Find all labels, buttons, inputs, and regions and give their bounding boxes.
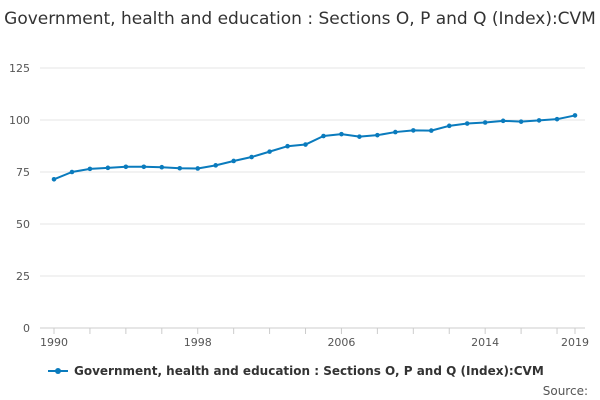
data-point[interactable] [446, 123, 452, 129]
y-axis: 0 25 50 75 100 125 [9, 62, 30, 335]
data-point[interactable] [213, 163, 218, 168]
x-tick-label: 2006 [327, 336, 355, 349]
data-point[interactable] [339, 131, 344, 137]
y-tick-label: 75 [16, 166, 30, 179]
data-point[interactable] [375, 132, 380, 138]
data-point[interactable] [285, 143, 290, 149]
data-point[interactable] [357, 134, 362, 139]
data-point[interactable] [195, 166, 201, 171]
data-point[interactable] [482, 120, 488, 125]
data-point[interactable] [428, 128, 434, 133]
data-point[interactable] [159, 164, 165, 170]
data-point[interactable] [464, 121, 470, 126]
data-point[interactable] [231, 158, 236, 164]
data-point[interactable] [51, 176, 57, 182]
data-point[interactable] [554, 116, 560, 122]
data-point[interactable] [572, 113, 578, 118]
data-point[interactable] [177, 165, 183, 171]
data-point[interactable] [536, 118, 542, 123]
data-point[interactable] [411, 128, 416, 133]
data-point[interactable] [500, 118, 506, 124]
data-point[interactable] [267, 149, 272, 154]
x-axis: 1990 1998 2006 2014 2019 [40, 327, 589, 349]
series-layer [51, 113, 578, 182]
data-point[interactable] [321, 133, 326, 139]
data-point[interactable] [303, 142, 308, 147]
chart-title: Government, health and education : Secti… [4, 9, 596, 29]
y-tick-label: 50 [16, 218, 30, 231]
data-point[interactable] [518, 119, 524, 124]
legend-label: Government, health and education : Secti… [74, 364, 544, 378]
x-tick-label: 1990 [40, 336, 68, 349]
y-tick-label: 125 [9, 62, 30, 75]
x-tick-label: 1998 [184, 336, 212, 349]
series-line [53, 114, 576, 181]
legend-swatch [48, 366, 68, 376]
x-tick-label: 2019 [561, 336, 589, 349]
source-label: Source: [542, 384, 588, 398]
y-tick-label: 0 [23, 322, 30, 335]
y-tick-label: 100 [9, 114, 30, 127]
data-point[interactable] [123, 164, 129, 170]
data-point[interactable] [69, 169, 75, 175]
legend[interactable]: Government, health and education : Secti… [48, 364, 544, 378]
data-point[interactable] [249, 154, 254, 160]
y-tick-label: 25 [16, 270, 30, 283]
data-point[interactable] [141, 164, 147, 170]
data-point[interactable] [87, 166, 93, 172]
x-tick-label: 2014 [471, 336, 499, 349]
data-point[interactable] [393, 129, 398, 135]
data-point[interactable] [105, 165, 111, 171]
gridlines [40, 67, 585, 277]
